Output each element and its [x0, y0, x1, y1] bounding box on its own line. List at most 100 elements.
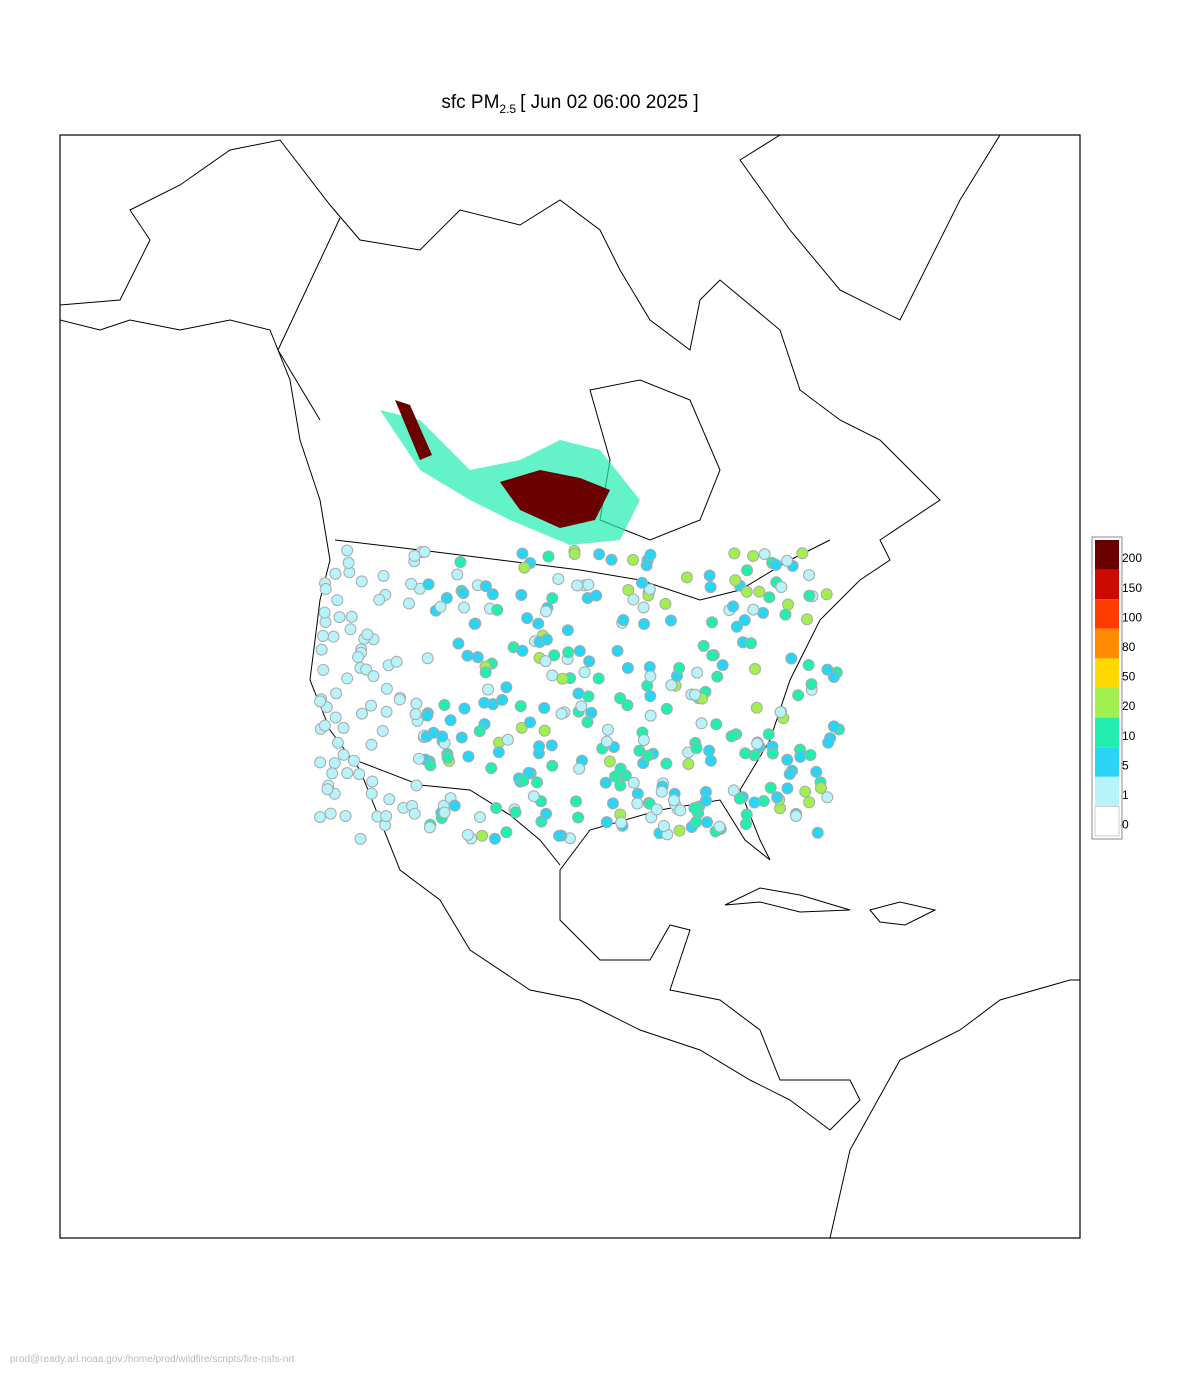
station-dot — [556, 672, 569, 685]
station-dot — [318, 606, 331, 619]
station-dot — [727, 600, 740, 613]
station-dot — [527, 790, 540, 803]
station-dot — [421, 709, 434, 722]
station-dot — [454, 556, 467, 569]
station-dot — [516, 547, 529, 560]
station-dot — [660, 757, 673, 770]
station-dot — [582, 690, 595, 703]
station-dot — [713, 820, 726, 833]
station-dot — [606, 797, 619, 810]
station-dot — [461, 828, 474, 841]
station-dot — [697, 639, 710, 652]
station-dot — [485, 762, 498, 775]
station-dot — [365, 699, 378, 712]
station-dot — [727, 784, 740, 797]
station-dot — [318, 719, 331, 732]
station-dot — [699, 794, 712, 807]
station-dot — [691, 666, 704, 679]
legend-label: 20 — [1122, 699, 1136, 713]
station-dot — [799, 785, 812, 798]
station-dot — [783, 767, 796, 780]
station-dot — [314, 756, 327, 769]
map-area — [60, 135, 1080, 1238]
station-dot — [728, 547, 741, 560]
station-dot — [644, 670, 657, 683]
title-subscript: 2.5 — [499, 102, 516, 116]
station-dot — [462, 750, 475, 763]
station-dot — [405, 577, 418, 590]
station-dot — [744, 637, 757, 650]
station-dot — [408, 807, 421, 820]
station-dot — [438, 806, 451, 819]
legend-swatch — [1095, 569, 1119, 600]
station-dot — [409, 708, 422, 721]
station-dot — [614, 692, 627, 705]
station-dot — [328, 757, 341, 770]
station-dot — [524, 716, 537, 729]
station-dot — [327, 630, 340, 643]
station-dot — [764, 781, 777, 794]
us-mexico-border — [354, 759, 561, 866]
station-dot — [782, 598, 795, 611]
station-dot — [796, 547, 809, 560]
station-dot — [781, 753, 794, 766]
legend-swatch — [1095, 540, 1119, 570]
station-dot — [701, 816, 714, 829]
station-dot — [552, 573, 565, 586]
station-dot — [779, 608, 792, 621]
station-dot — [424, 759, 437, 772]
station-dot — [418, 545, 431, 558]
station-dot — [471, 651, 484, 664]
station-dot — [452, 637, 465, 650]
station-dot — [573, 645, 586, 658]
station-dot — [805, 678, 818, 691]
station-dot — [627, 776, 640, 789]
station-dot — [319, 583, 332, 596]
station-dot — [540, 633, 553, 646]
station-dot — [342, 556, 355, 569]
station-dot — [789, 810, 802, 823]
station-dot — [600, 735, 613, 748]
station-dot — [578, 666, 591, 679]
station-dot — [490, 801, 503, 814]
station-dot — [500, 826, 513, 839]
station-dot — [326, 767, 339, 780]
station-dot — [365, 738, 378, 751]
station-dot — [412, 752, 425, 765]
station-dot — [555, 707, 568, 720]
station-dot — [590, 589, 603, 602]
station-dot — [329, 711, 342, 724]
station-dot — [500, 681, 513, 694]
station-dot — [643, 583, 656, 596]
station-dot — [803, 589, 816, 602]
station-dot — [733, 792, 746, 805]
station-dot — [516, 644, 529, 657]
station-dot — [650, 803, 663, 816]
station-dot — [673, 661, 686, 674]
station-dot — [539, 655, 552, 668]
station-dot — [468, 617, 481, 630]
station-dot — [562, 646, 575, 659]
station-dot — [668, 794, 681, 807]
legend-label: 200 — [1122, 551, 1142, 565]
station-dot — [583, 655, 596, 668]
station-dot — [546, 669, 559, 682]
station-dot — [317, 630, 330, 643]
station-dot — [637, 601, 650, 614]
station-dot — [627, 593, 640, 606]
station-dot — [771, 791, 784, 804]
station-dot — [380, 682, 393, 695]
station-dot — [540, 807, 553, 820]
station-dot — [317, 663, 330, 676]
station-dot — [729, 574, 742, 587]
station-dot — [621, 661, 634, 674]
station-dot — [441, 751, 454, 764]
station-dot — [572, 811, 585, 824]
station-dot — [448, 799, 461, 812]
station-dot — [410, 779, 423, 792]
station-dot — [393, 693, 406, 706]
station-dot — [315, 643, 328, 656]
map-title: sfc PM2.5 [ Jun 02 06:00 2025 ] — [441, 92, 698, 116]
